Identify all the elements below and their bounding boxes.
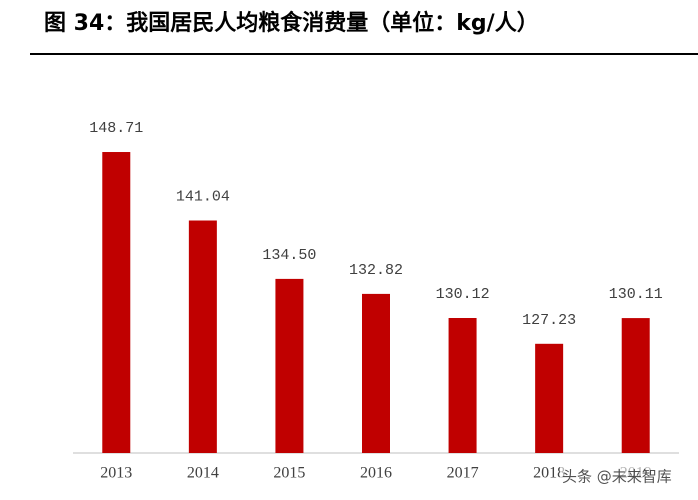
value-label: 132.82 [349, 262, 403, 279]
x-tick-label: 2013 [100, 465, 132, 482]
bar [621, 318, 650, 453]
watermark: 头条 @未来智库 [562, 468, 672, 486]
watermark-bg [560, 458, 690, 492]
bar [535, 343, 564, 453]
x-tick-label: 2014 [187, 465, 219, 482]
chart-title: 图 34：我国居民人均粮食消费量（单位：kg/人） [44, 10, 539, 36]
x-tick-label: 2018 [533, 465, 565, 482]
value-label: 134.50 [262, 247, 316, 264]
bar [188, 220, 217, 453]
bar [102, 152, 131, 453]
x-tick-label: 2016 [360, 465, 392, 482]
bar [362, 293, 390, 453]
bar [275, 278, 304, 453]
value-label: 130.12 [436, 286, 490, 303]
value-label: 148.71 [89, 120, 143, 137]
value-label: 141.04 [176, 188, 230, 205]
x-tick-label: 2015 [273, 465, 305, 482]
x-tick-label: 2017 [447, 465, 479, 482]
value-label: 130.11 [609, 286, 663, 303]
value-label: 127.23 [522, 312, 576, 329]
bar [448, 318, 477, 453]
